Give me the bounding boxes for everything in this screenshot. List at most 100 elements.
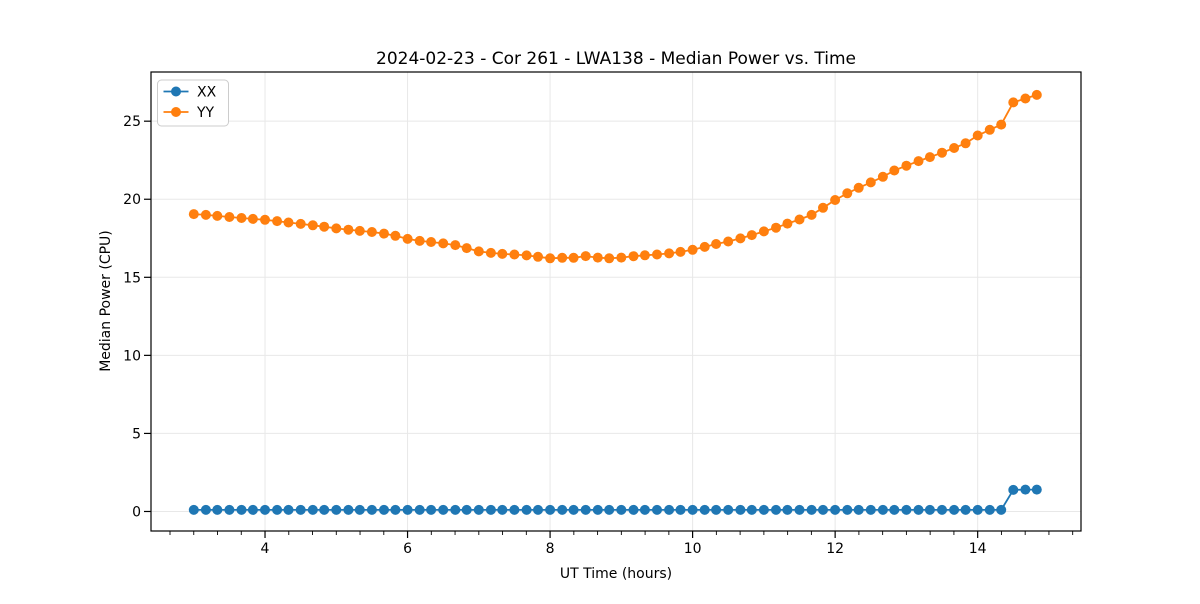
- data-point-xx: [711, 504, 722, 515]
- data-point-xx: [699, 504, 710, 515]
- data-point-xx: [295, 504, 306, 515]
- axes-layer: 4 6 8 10 12 14 0 5 10 15 20 25: [123, 114, 1074, 557]
- data-point-xx: [830, 504, 841, 515]
- data-point-xx: [758, 504, 769, 515]
- data-point-xx: [509, 504, 520, 515]
- data-point-yy: [794, 214, 805, 225]
- data-point-yy: [924, 152, 935, 163]
- data-point-yy: [818, 202, 828, 213]
- data-point-xx: [473, 504, 484, 515]
- data-point-xx: [402, 504, 413, 515]
- data-point-xx: [438, 504, 449, 515]
- x-tick-label: 10: [684, 541, 702, 557]
- data-point-yy: [711, 239, 722, 249]
- y-tick-label: 25: [123, 114, 141, 130]
- data-point-xx: [723, 504, 734, 515]
- data-point-yy: [628, 251, 639, 262]
- data-point-yy: [960, 138, 971, 149]
- data-point-xx: [984, 504, 995, 515]
- data-point-yy: [568, 252, 579, 263]
- data-point-xx: [806, 504, 817, 515]
- data-point-xx: [628, 504, 639, 515]
- data-point-yy: [545, 253, 556, 264]
- data-point-yy: [664, 248, 675, 259]
- data-point-yy: [379, 228, 389, 239]
- data-point-xx: [450, 504, 461, 515]
- data-point-yy: [438, 238, 449, 249]
- y-tick-label: 0: [132, 504, 141, 520]
- data-point-yy: [1031, 89, 1042, 100]
- data-point-xx: [782, 504, 793, 515]
- data-point-yy: [236, 213, 247, 223]
- legend-label: XX: [197, 85, 217, 101]
- data-point-xx: [580, 504, 591, 515]
- data-point-yy: [616, 252, 627, 263]
- data-point-yy: [426, 237, 437, 247]
- data-point-xx: [913, 504, 924, 515]
- data-point-yy: [806, 209, 817, 220]
- grid-layer: [151, 72, 1081, 531]
- x-axis-label: UT Time (hours): [560, 566, 672, 582]
- data-point-xx: [188, 504, 199, 515]
- data-point-xx: [224, 504, 235, 515]
- data-point-yy: [652, 249, 662, 260]
- data-point-xx: [247, 504, 258, 515]
- data-point-xx: [426, 504, 437, 515]
- data-point-xx: [639, 504, 650, 515]
- series-layer: [188, 89, 1042, 515]
- data-point-xx: [497, 504, 508, 515]
- legend-entry-xx: XX: [163, 85, 217, 101]
- data-point-yy: [450, 240, 461, 251]
- data-point-xx: [972, 504, 983, 515]
- data-point-xx: [794, 504, 805, 515]
- data-point-yy: [224, 212, 235, 222]
- y-tick-label: 20: [123, 192, 141, 208]
- data-point-yy: [746, 230, 757, 241]
- data-point-yy: [972, 130, 983, 141]
- data-point-yy: [461, 243, 472, 254]
- y-tick-label: 10: [123, 348, 141, 364]
- legend-entry-yy: YY: [163, 105, 215, 121]
- data-point-xx: [379, 504, 389, 515]
- data-point-xx: [960, 504, 971, 515]
- data-point-yy: [521, 250, 532, 261]
- data-point-yy: [272, 216, 283, 227]
- data-point-xx: [664, 504, 675, 515]
- data-point-yy: [830, 195, 841, 205]
- data-point-yy: [723, 236, 734, 247]
- data-point-yy: [319, 221, 330, 232]
- data-point-xx: [200, 504, 211, 515]
- data-point-yy: [913, 156, 924, 167]
- data-point-yy: [984, 124, 995, 135]
- data-point-xx: [533, 504, 543, 515]
- data-point-xx: [236, 504, 247, 515]
- data-point-yy: [639, 250, 650, 261]
- data-point-yy: [949, 143, 960, 153]
- data-point-xx: [260, 504, 270, 515]
- data-point-xx: [272, 504, 283, 515]
- data-point-yy: [557, 252, 568, 263]
- data-point-xx: [901, 504, 912, 515]
- data-point-xx: [616, 504, 627, 515]
- data-point-yy: [853, 182, 864, 193]
- data-point-xx: [307, 504, 318, 515]
- data-point-yy: [260, 214, 270, 225]
- data-point-xx: [366, 504, 377, 515]
- data-point-yy: [675, 246, 686, 257]
- legend: XX YY: [157, 79, 229, 127]
- legend-marker-icon: [171, 86, 181, 97]
- data-point-xx: [521, 504, 532, 515]
- data-point-yy: [402, 233, 413, 244]
- data-point-xx: [842, 504, 853, 515]
- x-tick-label: 6: [403, 541, 412, 557]
- x-tick-label: 4: [261, 541, 270, 557]
- data-point-yy: [283, 217, 294, 228]
- data-point-yy: [877, 171, 888, 182]
- data-point-yy: [390, 230, 401, 241]
- data-point-xx: [414, 504, 425, 515]
- data-point-xx: [949, 504, 960, 515]
- data-point-xx: [1031, 484, 1042, 495]
- data-point-yy: [771, 222, 781, 233]
